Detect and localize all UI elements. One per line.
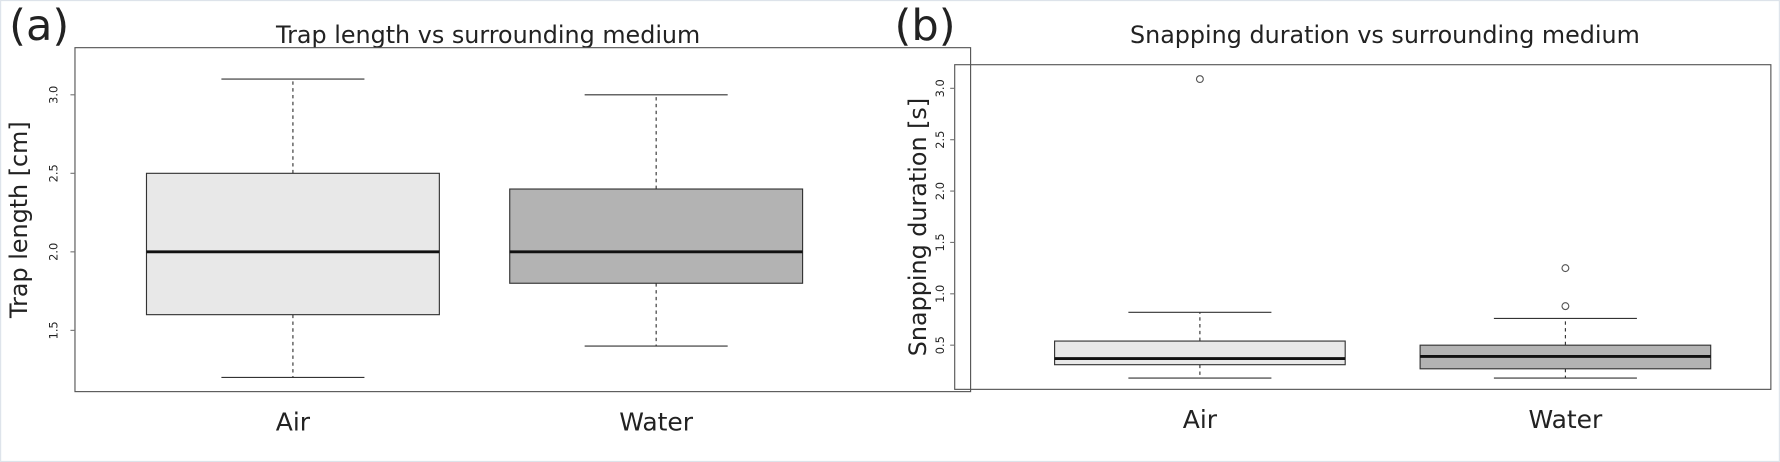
- x-tick-label: Water: [1528, 405, 1603, 434]
- box: [145, 172, 440, 316]
- panel-label: (b): [895, 1, 956, 51]
- plot-area: [954, 64, 1772, 390]
- outlier: [1561, 264, 1570, 273]
- y-tick-label: 1.5: [933, 233, 947, 251]
- panel-label: (a): [9, 1, 69, 51]
- y-axis-label: Trap length [cm]: [5, 121, 33, 319]
- x-tick-label: Air: [276, 407, 311, 436]
- y-tick-label: 3.0: [47, 86, 61, 104]
- x-tick-label: Water: [619, 407, 694, 436]
- chart-title: Snapping duration vs surrounding medium: [1130, 21, 1640, 49]
- x-tick-label: Air: [1183, 405, 1218, 434]
- y-tick-label: 1.0: [933, 285, 947, 303]
- y-tick-label: 2.5: [933, 131, 947, 149]
- y-axis-label: Snapping duration [s]: [904, 98, 932, 356]
- y-tick-label: 2.5: [47, 164, 61, 182]
- y-tick-label: 3.0: [933, 79, 947, 97]
- y-tick-label: 0.5: [933, 336, 947, 354]
- outlier: [1195, 75, 1204, 84]
- y-tick-label: 2.0: [47, 243, 61, 261]
- plot-area: [74, 47, 972, 393]
- box: [509, 188, 804, 284]
- y-tick-label: 2.0: [933, 182, 947, 200]
- y-tick-label: 1.5: [47, 321, 61, 339]
- chart-title: Trap length vs surrounding medium: [275, 21, 700, 49]
- outlier: [1561, 302, 1570, 311]
- box: [1054, 340, 1346, 366]
